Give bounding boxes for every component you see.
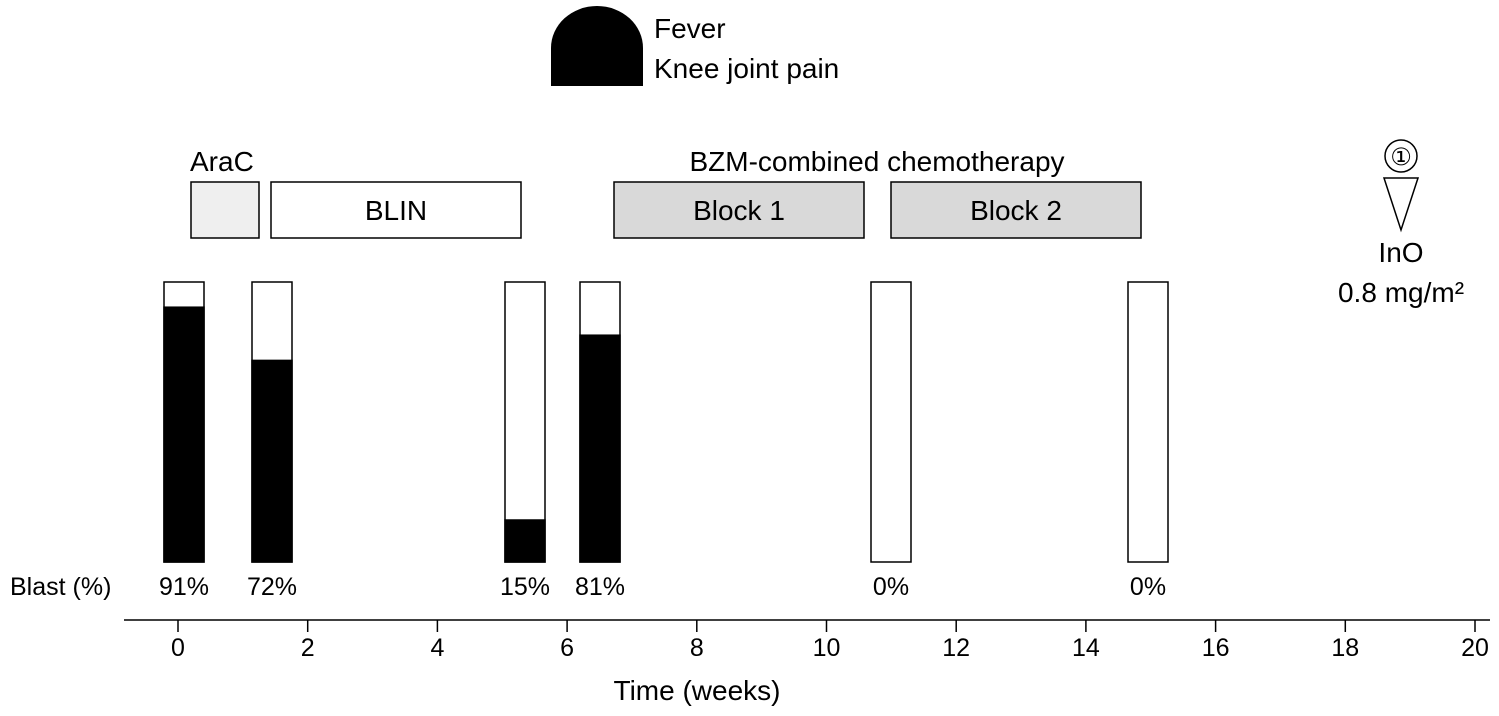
blast-percent-label: 15% [500, 573, 550, 601]
blast-bar-fill [579, 334, 621, 563]
blast-axis-label: Blast (%) [10, 573, 111, 601]
ino-drug-label: InO [1378, 237, 1423, 268]
blast-percent-labels: 91% 72% 15% 81% 0% 0% [159, 573, 1166, 601]
bzm-chemotherapy-header: BZM-combined chemotherapy [689, 146, 1064, 177]
treatment-blocks: AraC BLIN BZM-combined chemotherapy Bloc… [190, 146, 1142, 239]
blin-label: BLIN [365, 195, 427, 226]
blast-bar-outline [1127, 281, 1169, 563]
ino-event: ① InO 0.8 mg/m² [1338, 139, 1464, 308]
axis-tick-label: 16 [1202, 634, 1230, 662]
symptom-line-knee-pain: Knee joint pain [654, 53, 839, 84]
axis-tick-label: 6 [560, 634, 574, 662]
arac-block [190, 181, 260, 239]
axis-tick-label: 10 [813, 634, 841, 662]
symptom-line-fever: Fever [654, 13, 726, 44]
symptom-marker-icon [551, 6, 643, 86]
block-2 [890, 181, 1142, 239]
time-axis-title: Time (weeks) [614, 675, 781, 706]
axis-tick-label: 12 [942, 634, 970, 662]
axis-tick-label: 14 [1072, 634, 1100, 662]
block-2-label: Block 2 [970, 195, 1062, 226]
blin-block [270, 181, 522, 239]
ino-number-circle [1384, 139, 1418, 173]
axis-tick-label: 4 [430, 634, 444, 662]
blast-bar-outline [504, 281, 546, 563]
ino-number-label: ① [1390, 144, 1412, 171]
blast-bars [163, 281, 1169, 563]
blast-bar-fill [251, 359, 293, 563]
ino-dose-label: 0.8 mg/m² [1338, 277, 1464, 308]
blast-percent-label: 91% [159, 573, 209, 601]
axis-tick-label: 18 [1331, 634, 1359, 662]
time-axis-ticks: 0 2 4 6 8 10 12 14 16 18 20 [171, 620, 1489, 662]
blast-bar-fill [504, 519, 546, 563]
blast-percent-label: 81% [575, 573, 625, 601]
axis-tick-label: 0 [171, 634, 185, 662]
block-1 [613, 181, 865, 239]
blast-percent-label: 0% [873, 573, 909, 601]
symptom-legend: Fever Knee joint pain [551, 6, 839, 86]
axis-tick-label: 2 [301, 634, 315, 662]
blast-bar-outline [870, 281, 912, 563]
axis-tick-label: 8 [690, 634, 704, 662]
arac-label: AraC [190, 146, 254, 177]
blast-percent-label: 72% [247, 573, 297, 601]
blast-percent-label: 0% [1130, 573, 1166, 601]
axis-tick-label: 20 [1461, 634, 1489, 662]
blast-bar-fill [163, 306, 205, 563]
block-1-label: Block 1 [693, 195, 785, 226]
ino-down-triangle-icon [1382, 177, 1420, 233]
